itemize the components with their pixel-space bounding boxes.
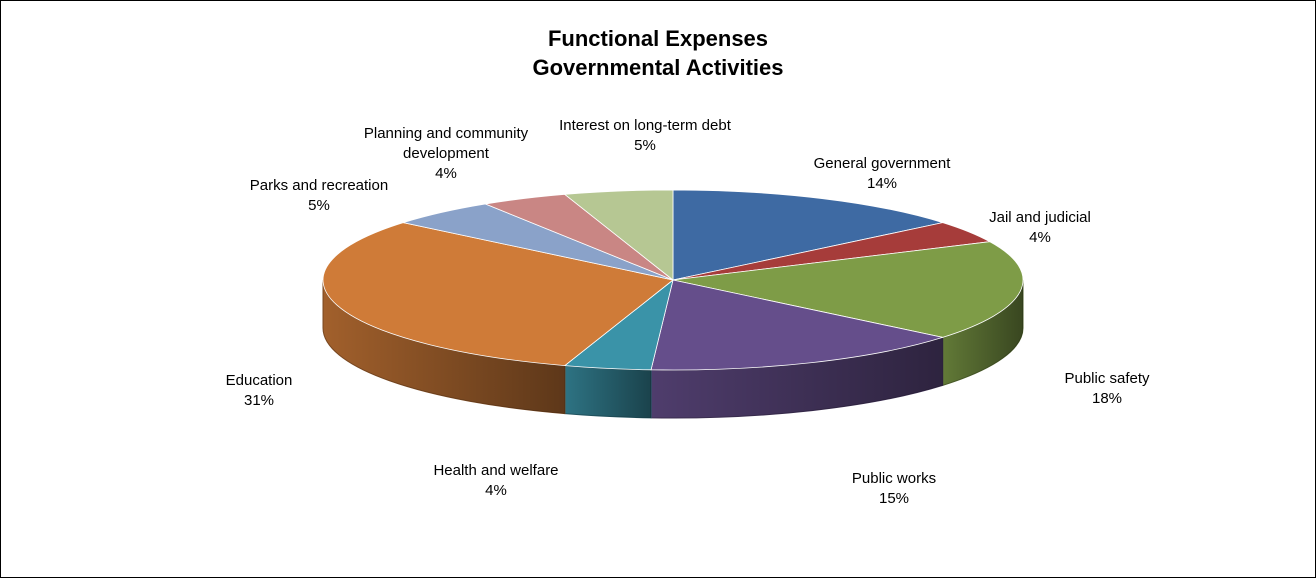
pie-side-shade-health-and-welfare (564, 365, 652, 418)
pie-side-shade-public-works (651, 337, 943, 419)
pie-sides (322, 279, 1024, 419)
chart-title: Functional Expenses (547, 26, 769, 51)
slice-label-parks-and-recreation: Parks and recreation (250, 177, 388, 194)
slice-label-planning-and-community-development-line-2: development (403, 145, 490, 162)
slice-percent-general-government: 14% (867, 175, 897, 192)
pie-side-shade-public-safety (942, 280, 1023, 386)
pie-slice-education (322, 222, 674, 367)
pie-slice-general-government (672, 189, 945, 281)
slice-percent-interest-on-long-term-debt: 5% (634, 137, 656, 154)
pie-labels: General government 14% Jail and judicial 4%… (226, 117, 1150, 507)
slice-label-general-government: General government (814, 155, 952, 172)
slice-percent-education: 31% (244, 392, 274, 409)
slice-percent-health-and-welfare: 4% (485, 482, 507, 499)
slice-percent-public-works: 15% (879, 490, 909, 507)
slice-label-public-safety: Public safety (1064, 370, 1150, 387)
slice-percent-parks-and-recreation: 5% (308, 197, 330, 214)
slice-percent-public-safety: 18% (1092, 390, 1122, 407)
pie-side-shade-education (323, 280, 565, 414)
pie-slice-public-works (650, 279, 945, 371)
slice-label-jail-and-judicial: Jail and judicial (989, 209, 1091, 226)
slice-percent-planning-and-community-development: 4% (435, 165, 457, 182)
slice-label-education: Education (226, 372, 293, 389)
pie-tops (322, 189, 1024, 371)
slice-percent-jail-and-judicial: 4% (1029, 229, 1051, 246)
pie-slice-public-safety (672, 241, 1024, 338)
pie-slice-interest-on-long-term-debt (563, 189, 674, 281)
slice-label-public-works: Public works (852, 470, 936, 487)
chart-subtitle: Governmental Activities (532, 55, 784, 80)
slice-label-health-and-welfare: Health and welfare (433, 462, 558, 479)
slice-label-interest-on-long-term-debt: Interest on long-term debt (559, 117, 732, 134)
slice-label-planning-and-community-development-line-1: Planning and community (364, 125, 529, 142)
